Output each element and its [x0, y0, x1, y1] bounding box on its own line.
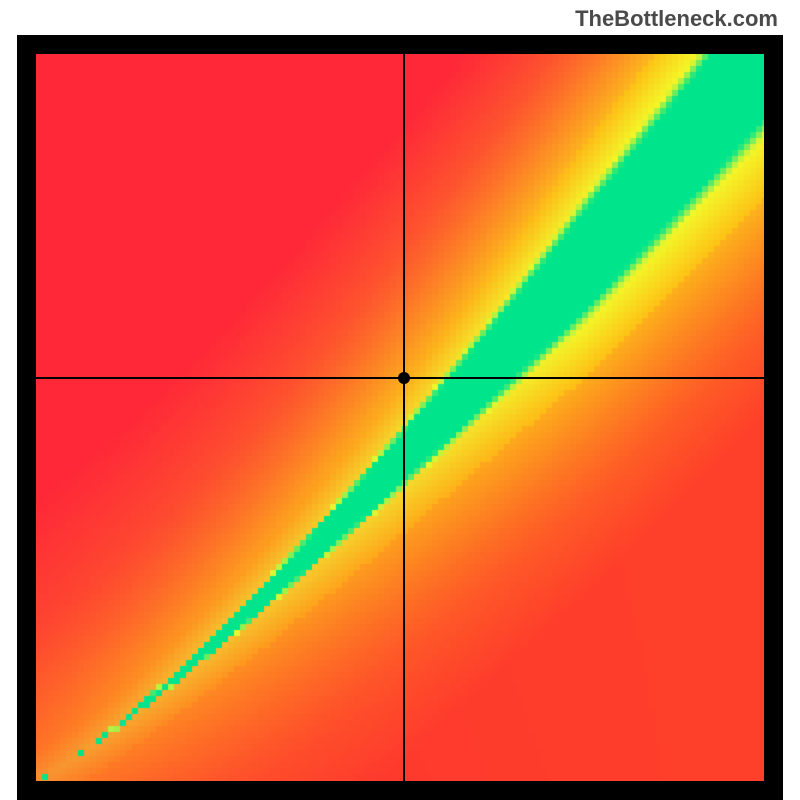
heatmap-canvas — [36, 54, 764, 781]
crosshair-vertical — [403, 54, 405, 781]
crosshair-marker — [398, 372, 410, 384]
chart-container: TheBottleneck.com — [0, 0, 800, 800]
watermark-text: TheBottleneck.com — [575, 6, 778, 32]
plot-area — [36, 54, 764, 781]
